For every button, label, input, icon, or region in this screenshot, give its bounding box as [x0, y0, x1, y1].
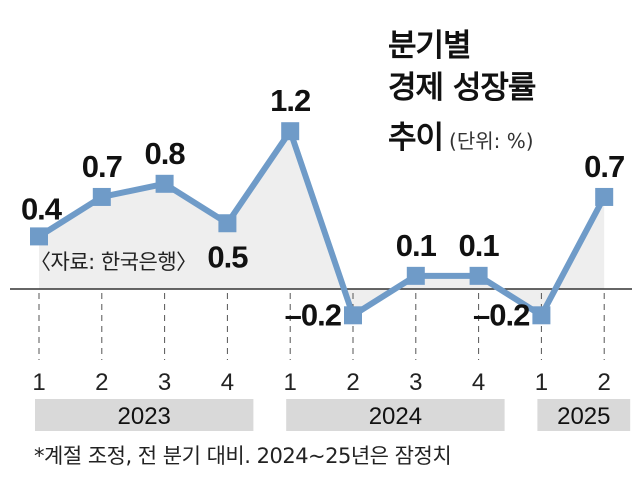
- data-value-label: –0.2: [473, 297, 529, 332]
- quarter-label: 1: [32, 369, 45, 396]
- quarter-label: 4: [221, 369, 234, 396]
- data-point-marker: [155, 174, 174, 193]
- quarter-label: 1: [535, 369, 548, 396]
- quarter-label: 3: [158, 369, 171, 396]
- year-band: [286, 399, 505, 431]
- quarter-label: 4: [472, 369, 485, 396]
- data-value-label: 0.8: [145, 136, 186, 171]
- year-label: 2023: [118, 403, 171, 430]
- footnote: *계절 조정, 전 분기 대비. 2024~25년은 잠정치: [34, 444, 452, 468]
- year-label: 2025: [557, 403, 610, 430]
- quarter-label: 3: [409, 369, 422, 396]
- data-value-label: 0.1: [396, 228, 437, 263]
- data-value-label: 0.4: [21, 191, 63, 226]
- chart-title-line-1: 분기별: [388, 28, 472, 64]
- chart-title-line-3-text: 추이: [388, 120, 444, 156]
- data-point-marker: [595, 187, 614, 206]
- quarter-label: 2: [95, 369, 108, 396]
- data-value-label: 0.7: [82, 149, 122, 184]
- chart-title-line-2: 경제 성장률: [388, 70, 536, 106]
- data-point-marker: [30, 227, 48, 246]
- data-point-marker: [92, 187, 111, 206]
- data-point-marker: [469, 266, 488, 285]
- year-band: [537, 399, 631, 431]
- data-point-marker: [344, 306, 362, 325]
- data-value-label: 0.1: [459, 228, 500, 263]
- data-value-label: 1.2: [270, 83, 310, 118]
- data-point-marker: [406, 266, 425, 285]
- data-point-marker: [281, 122, 300, 141]
- data-value-label: 0.5: [207, 239, 248, 274]
- year-label: 2024: [369, 403, 422, 430]
- data-value-label: 0.7: [584, 149, 624, 184]
- quarter-label: 1: [284, 369, 297, 396]
- quarter-label: 2: [598, 369, 611, 396]
- year-band: [35, 399, 254, 431]
- data-value-label: –0.2: [285, 297, 341, 332]
- quarter-label: 2: [346, 369, 359, 396]
- data-point-marker: [218, 214, 237, 233]
- data-point-marker: [532, 306, 551, 325]
- unit-label: (단위: %): [449, 129, 534, 153]
- source-note: 〈자료: 한국은행〉: [30, 250, 197, 274]
- chart-title-line-3: 추이 (단위: %): [388, 112, 534, 157]
- series-line: [37, 128, 607, 319]
